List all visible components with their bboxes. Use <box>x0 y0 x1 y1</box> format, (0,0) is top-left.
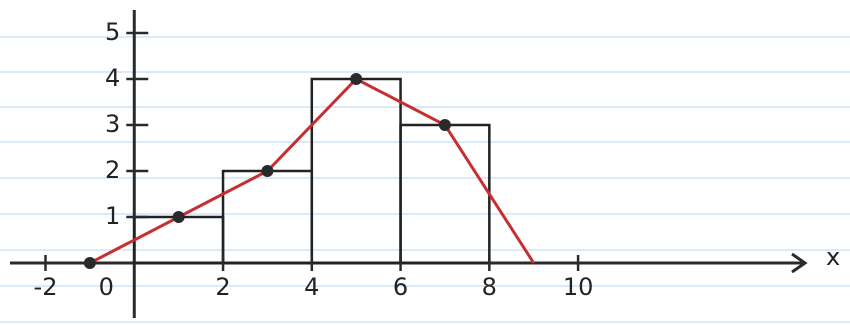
x-axis-arrow <box>791 252 808 274</box>
x-tick-label: 8 <box>482 273 497 301</box>
y-tick-label: 5 <box>105 18 120 46</box>
polygon-point <box>83 257 96 269</box>
polygon-point <box>172 211 185 223</box>
frequency-polygon <box>89 77 535 265</box>
x-tick-label: 4 <box>304 273 319 301</box>
x-tick-label: 10 <box>563 273 594 301</box>
x-tick-label: 0 <box>99 273 114 301</box>
histogram-bar <box>133 215 225 265</box>
y-tick-label: 2 <box>105 156 120 184</box>
x-tick-label: 2 <box>215 273 230 301</box>
polygon-point <box>438 119 451 131</box>
y-tick-label: 3 <box>105 110 120 138</box>
y-tick-label: 1 <box>105 202 120 230</box>
x-tick-label: -2 <box>34 273 58 301</box>
polygon-point <box>261 165 274 177</box>
y-tick-label: 4 <box>105 64 120 92</box>
x-axis-label: x <box>826 243 840 271</box>
histogram-bar <box>399 123 491 265</box>
x-tick-label: 6 <box>393 273 408 301</box>
polygon-point <box>350 73 363 85</box>
histogram-bar <box>221 169 314 265</box>
notebook-rules <box>0 36 850 323</box>
